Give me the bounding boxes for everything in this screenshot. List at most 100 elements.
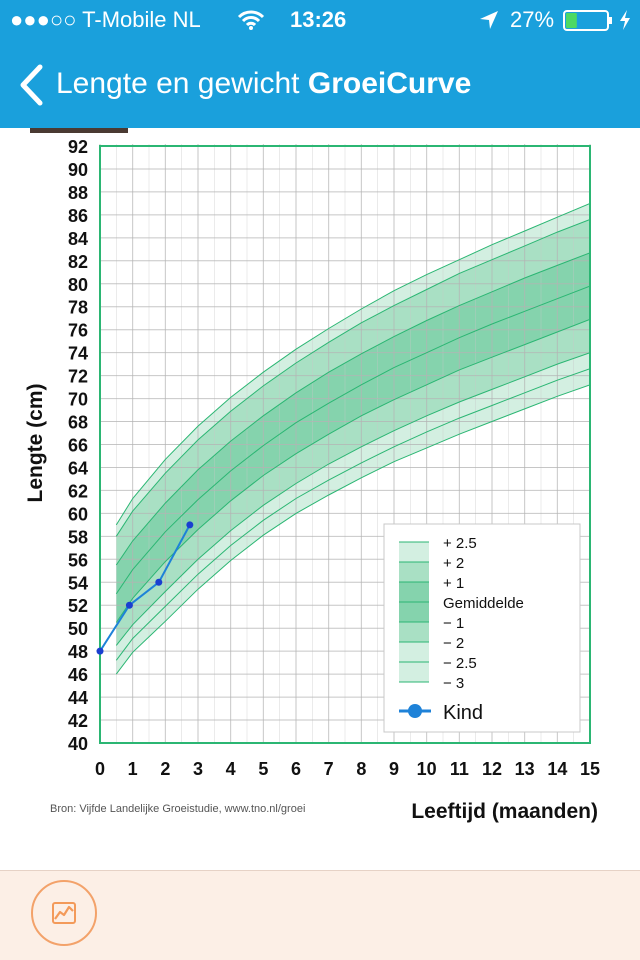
legend-item-label: Gemiddelde [443, 595, 524, 612]
y-tick-label: 52 [68, 596, 88, 616]
percentile-line [115, 384, 590, 675]
x-tick-label: 3 [193, 759, 203, 779]
percentile-bands [116, 203, 590, 675]
y-tick-label: 78 [68, 298, 88, 318]
y-tick-label: 50 [68, 619, 88, 639]
footer-divider [0, 870, 640, 871]
x-tick-label: 7 [324, 759, 334, 779]
band-p1-mean [116, 252, 590, 594]
charging-bolt-icon [620, 10, 630, 30]
legend-swatch [399, 622, 429, 642]
y-tick-label: 62 [68, 481, 88, 501]
y-tick-label: 66 [68, 436, 88, 456]
percentile-line [115, 219, 590, 537]
percentile-line [115, 252, 590, 566]
wifi-icon [237, 10, 265, 30]
percentile-line [115, 368, 590, 661]
x-tick-label: 11 [450, 759, 469, 779]
child-data-point [96, 647, 104, 655]
y-tick-label: 72 [68, 367, 88, 387]
x-tick-label: 1 [128, 759, 138, 779]
x-tick-label: 12 [482, 759, 502, 779]
legend-swatch [399, 602, 429, 622]
y-tick-label: 46 [68, 665, 88, 685]
legend-item-label: − 2.5 [443, 655, 477, 672]
percentile-curves [115, 202, 590, 675]
child-data-point [186, 521, 194, 529]
band-mean-m1 [116, 286, 590, 623]
child-data-point [155, 578, 163, 586]
x-axis-ticks: 0 1 2 3 4 5 6 7 8 9 10 11 12 13 14 15 [95, 759, 600, 779]
y-tick-label: 70 [68, 390, 88, 410]
x-tick-label: 2 [160, 759, 170, 779]
battery-icon [563, 10, 612, 31]
legend-swatch [399, 582, 429, 602]
y-tick-label: 92 [68, 137, 88, 157]
legend-swatch [399, 642, 429, 662]
legend-swatch [399, 542, 429, 562]
y-tick-label: 58 [68, 527, 88, 547]
child-series-line [99, 524, 191, 652]
percentile-line [115, 352, 590, 646]
y-tick-label: 76 [68, 321, 88, 341]
x-tick-label: 4 [226, 759, 236, 779]
legend-swatch [399, 662, 429, 682]
chart-line-icon [52, 902, 76, 924]
legend-swatch [399, 562, 429, 582]
legend-item-label: − 1 [443, 615, 464, 632]
x-tick-label: 9 [389, 759, 399, 779]
growth-chart-tab-button[interactable] [31, 880, 97, 946]
x-tick-label: 5 [258, 759, 268, 779]
legend-labels: + 2.5 + 2 + 1 Gemiddelde − 1 − 2 − 2.5 − 3 [443, 535, 524, 692]
profile-photo-edge [30, 128, 128, 133]
band-m2-5-m3 [116, 368, 590, 675]
y-tick-label: 90 [68, 160, 88, 180]
legend-kind-label: Kind [443, 702, 483, 724]
x-tick-label: 13 [515, 759, 535, 779]
source-note: Bron: Vijfde Landelijke Groeistudie, www… [50, 803, 305, 815]
y-tick-label: 54 [68, 573, 88, 593]
battery-percentage: 27% [510, 7, 555, 32]
status-bar: ●●●○○ T-Mobile NL 13:26 27% [0, 0, 640, 40]
title-app-name: GroeiCurve [307, 67, 472, 100]
y-tick-label: 68 [68, 413, 88, 433]
y-axis-label: Lengte (cm) [24, 383, 47, 502]
x-tick-label: 8 [356, 759, 366, 779]
x-tick-label: 14 [547, 759, 567, 779]
y-tick-label: 56 [68, 550, 88, 570]
y-tick-label: 40 [68, 734, 88, 754]
y-tick-label: 86 [68, 206, 88, 226]
y-tick-label: 80 [68, 275, 88, 295]
x-tick-label: 15 [580, 759, 600, 779]
y-tick-label: 88 [68, 183, 88, 203]
x-tick-label: 6 [291, 759, 301, 779]
y-tick-label: 48 [68, 642, 88, 662]
x-axis-label: Leeftijd (maanden) [411, 800, 598, 823]
x-tick-label: 10 [417, 759, 437, 779]
y-tick-label: 60 [68, 504, 88, 524]
legend-item-label: − 2 [443, 635, 464, 652]
legend-item-label: + 2 [443, 555, 464, 572]
legend-item-label: + 2.5 [443, 535, 477, 552]
percentile-line [115, 318, 590, 623]
y-tick-label: 84 [68, 229, 88, 249]
band-p2-p1 [116, 219, 590, 565]
y-tick-label: 44 [68, 688, 88, 708]
legend-item-label: − 3 [443, 675, 464, 692]
navigation-bar: Lengte en gewicht GroeiCurve [0, 40, 640, 128]
band-m1-m2 [116, 319, 590, 646]
plot-frame [99, 145, 591, 744]
chevron-left-icon[interactable] [18, 64, 44, 106]
battery-level-fill [566, 13, 577, 28]
clock-time: 13:26 [290, 7, 347, 32]
child-series [96, 521, 194, 655]
child-data-point [125, 601, 133, 609]
y-tick-label: 74 [68, 344, 88, 364]
legend-kind-marker [408, 704, 422, 718]
y-tick-label: 64 [68, 458, 88, 478]
bottom-bar [0, 871, 640, 960]
title-regular: Lengte en gewicht [56, 67, 300, 100]
page-title: Lengte en gewicht GroeiCurve [56, 64, 471, 104]
percentile-line [115, 285, 590, 595]
